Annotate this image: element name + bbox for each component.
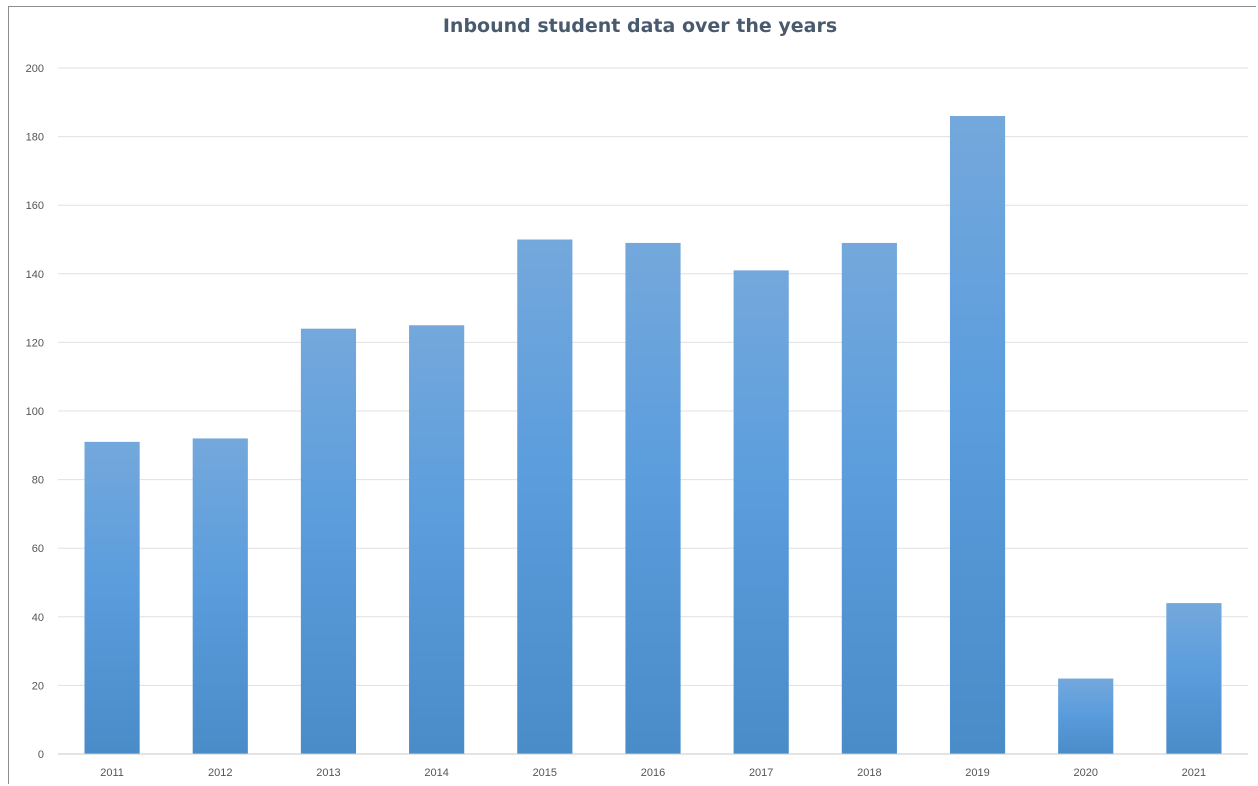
chart-title: Inbound student data over the years (442, 15, 838, 37)
bar-2013 (300, 328, 357, 754)
y-axis-tick-labels: 0 20 40 60 80 100 120 140 160 180 200 (26, 63, 44, 761)
bars (84, 116, 1222, 754)
x-axis-tick-labels: 2011 2012 2013 2014 2015 2016 2017 2018 2019 2020… (100, 767, 1206, 779)
bar-2014 (409, 325, 465, 754)
bar-2016 (625, 242, 681, 754)
y-tick-label: 140 (26, 269, 44, 281)
y-tick-label: 20 (32, 680, 44, 692)
bar-2019 (949, 116, 1006, 754)
x-tick-label: 2018 (857, 767, 881, 779)
x-tick-label: 2019 (965, 767, 989, 779)
y-tick-label: 80 (32, 475, 44, 487)
bar-2011 (84, 441, 140, 754)
x-tick-label: 2015 (533, 767, 557, 779)
x-tick-label: 2013 (316, 767, 340, 779)
y-tick-label: 120 (26, 337, 44, 349)
y-tick-label: 180 (26, 132, 44, 144)
y-tick-label: 160 (26, 200, 44, 212)
x-tick-label: 2021 (1182, 767, 1206, 779)
bar-2018 (841, 242, 897, 754)
x-tick-label: 2012 (208, 767, 232, 779)
bar-2012 (192, 438, 248, 754)
x-tick-label: 2014 (424, 767, 448, 779)
bar-2017 (733, 270, 789, 754)
bar-2020 (1058, 678, 1114, 754)
y-tick-label: 200 (26, 63, 44, 75)
bar-2015 (517, 239, 573, 754)
y-tick-label: 60 (32, 543, 44, 555)
x-tick-label: 2016 (641, 767, 665, 779)
y-tick-label: 0 (38, 749, 44, 761)
bar-2021 (1166, 603, 1222, 754)
x-tick-label: 2020 (1073, 767, 1097, 779)
y-tick-label: 40 (32, 612, 44, 624)
x-tick-label: 2011 (100, 767, 124, 779)
y-tick-label: 100 (26, 406, 44, 418)
x-tick-label: 2017 (749, 767, 773, 779)
